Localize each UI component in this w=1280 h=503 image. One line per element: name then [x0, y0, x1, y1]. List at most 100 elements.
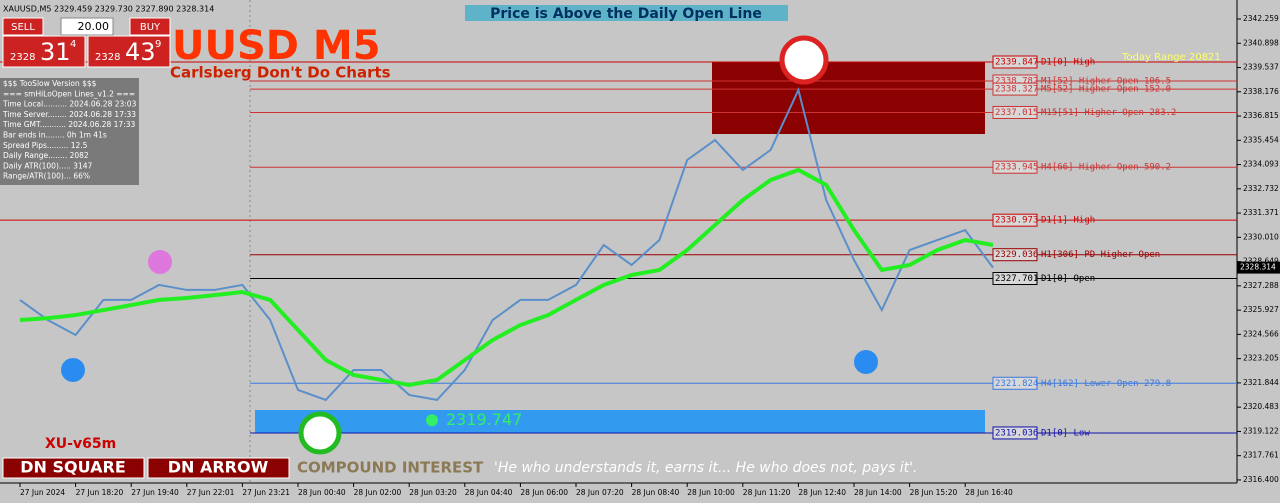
y-tick-label: 2327.288: [1243, 281, 1279, 290]
version: XU-v65m: [45, 436, 116, 452]
x-tick-label: 28 Jun 16:40: [965, 488, 1013, 497]
x-tick-label: 27 Jun 22:01: [187, 488, 235, 497]
level-price: 2330.973: [995, 216, 1038, 226]
y-tick-label: 2340.898: [1243, 38, 1279, 47]
level-label: D1[0] Low: [1041, 428, 1090, 438]
level-box: [992, 82, 1038, 96]
compound: COMPOUND INTEREST: [297, 459, 484, 477]
x-tick-label: 28 Jun 06:00: [520, 488, 568, 497]
signal-dot: [148, 250, 172, 274]
level-label: D1[0] High: [1041, 57, 1095, 67]
level-label: D1[1] High: [1041, 216, 1095, 226]
lots-input[interactable]: [60, 17, 114, 36]
sell-button[interactable]: [2, 17, 44, 36]
level-price: 2338.782: [995, 76, 1038, 86]
dn-square[interactable]: DN SQUARE: [20, 458, 126, 477]
x-tick-label: 28 Jun 03:20: [409, 488, 457, 497]
y-tick-label: 2335.454: [1243, 135, 1279, 144]
dn-arrow[interactable]: DN ARROW: [168, 458, 269, 477]
sell-price-box[interactable]: [2, 35, 86, 68]
info-lines: $$$ TooSlow Version $$$=== smHiLoOpen Li…: [2, 79, 137, 181]
high-zone: [712, 62, 985, 134]
level-box: [992, 248, 1038, 262]
level-box: [992, 160, 1038, 174]
y-tick-label: 2320.483: [1243, 402, 1279, 411]
level-box: [992, 213, 1038, 227]
y-tick-label: 2336.815: [1243, 111, 1279, 120]
y-tick-label: 2328.649: [1243, 257, 1279, 266]
level-price: 2329.036: [995, 250, 1038, 260]
dn-square-button[interactable]: [2, 457, 145, 479]
last-price-box: [1237, 261, 1280, 274]
low-marker-label: 2319.747: [446, 410, 522, 429]
x-tick-label: 28 Jun 12:40: [798, 488, 846, 497]
sell-big: 2328: [10, 52, 35, 63]
x-tick-label: 28 Jun 00:40: [298, 488, 346, 497]
y-tick-label: 2332.732: [1243, 184, 1279, 193]
buy-icon: [298, 411, 342, 455]
x-tick-label: 27 Jun 19:40: [131, 488, 179, 497]
level-price: 2339.847: [995, 57, 1038, 67]
today-range: Today Range 20821: [1121, 52, 1221, 63]
level-box: [992, 376, 1038, 390]
level-box: [992, 426, 1038, 440]
big-title: UUSD M5: [172, 23, 381, 69]
info-line: Time GMT........... 2024.06.28 17:33: [2, 120, 135, 129]
symbol-line: XAUUSD,M5 2329.459 2329.730 2327.890 232…: [3, 5, 214, 14]
info-line: === smHiLoOpen Lines_v1.2 ===: [3, 89, 135, 98]
sell-label[interactable]: SELL: [11, 22, 35, 33]
info-line: Spread Pips......... 12.5: [3, 141, 88, 150]
y-tick-label: 2317.761: [1243, 451, 1279, 460]
level-price: 2338.327: [995, 85, 1038, 95]
y-tick-label: 2324.566: [1243, 329, 1279, 338]
info-line: Daily ATR(100)..... 3147: [3, 161, 92, 170]
level-price: 2333.945: [995, 163, 1038, 173]
x-tick-label: 28 Jun 15:20: [910, 488, 958, 497]
level-price: 2337.015: [995, 108, 1038, 118]
x-tick-label: 28 Jun 14:00: [854, 488, 902, 497]
level-price: 2319.036: [995, 428, 1038, 438]
x-tick-label: 28 Jun 08:40: [632, 488, 680, 497]
level-price: 2321.824: [995, 379, 1038, 389]
info-line: $$$ TooSlow Version $$$: [3, 79, 97, 88]
lots[interactable]: 20.00: [78, 20, 110, 33]
level-box: [992, 55, 1038, 69]
info-line: Bar ends in........ 0h 1m 41s: [3, 131, 107, 140]
dn-arrow-button[interactable]: [147, 457, 290, 479]
info-panel: [0, 78, 139, 185]
banner-bg: [465, 5, 788, 21]
y-tick-label: 2342.259: [1243, 14, 1279, 23]
level-box: [992, 272, 1038, 286]
y-tick-label: 2330.010: [1243, 232, 1279, 241]
info-line: Time Server........ 2024.06.28 17:33: [2, 110, 136, 119]
y-tick-label: 2339.537: [1243, 63, 1279, 72]
sell-icon: [779, 35, 829, 85]
buy-price-box[interactable]: [87, 35, 171, 68]
buy-big: 2328: [95, 52, 120, 63]
level-label: M5[52] Higher Open 152.0: [1041, 85, 1171, 95]
x-tick-label: 28 Jun 07:20: [576, 488, 624, 497]
buy-button[interactable]: [129, 17, 171, 36]
low-zone: [255, 410, 985, 433]
x-tick-label: 28 Jun 02:00: [354, 488, 402, 497]
x-tick-label: 28 Jun 10:00: [687, 488, 735, 497]
level-label: H4[66] Higher Open 590.2: [1041, 163, 1171, 173]
level-label: D1[0] Open: [1041, 274, 1095, 284]
sell-frac: 4: [70, 39, 76, 50]
x-tick-label: 27 Jun 23:21: [242, 488, 290, 497]
y-tick-label: 2316.400: [1243, 475, 1279, 484]
info-line: Range/ATR(100)... 66%: [3, 172, 90, 181]
x-tick-label: 27 Jun 18:20: [76, 488, 124, 497]
series-line: [19, 86, 994, 402]
y-tick-label: 2334.093: [1243, 160, 1279, 169]
buy-label[interactable]: BUY: [140, 22, 161, 33]
level-box: [992, 105, 1038, 119]
x-tick-label: 28 Jun 04:40: [465, 488, 513, 497]
y-tick-label: 2323.205: [1243, 354, 1279, 363]
banner: Price is Above the Daily Open Line: [490, 6, 762, 22]
quote: 'He who understands it, earns it... He w…: [494, 460, 917, 476]
info-line: Time Local.......... 2024.06.28 23:03: [2, 100, 137, 109]
signal-dot: [61, 358, 85, 382]
x-tick-label: 28 Jun 11:20: [743, 488, 791, 497]
